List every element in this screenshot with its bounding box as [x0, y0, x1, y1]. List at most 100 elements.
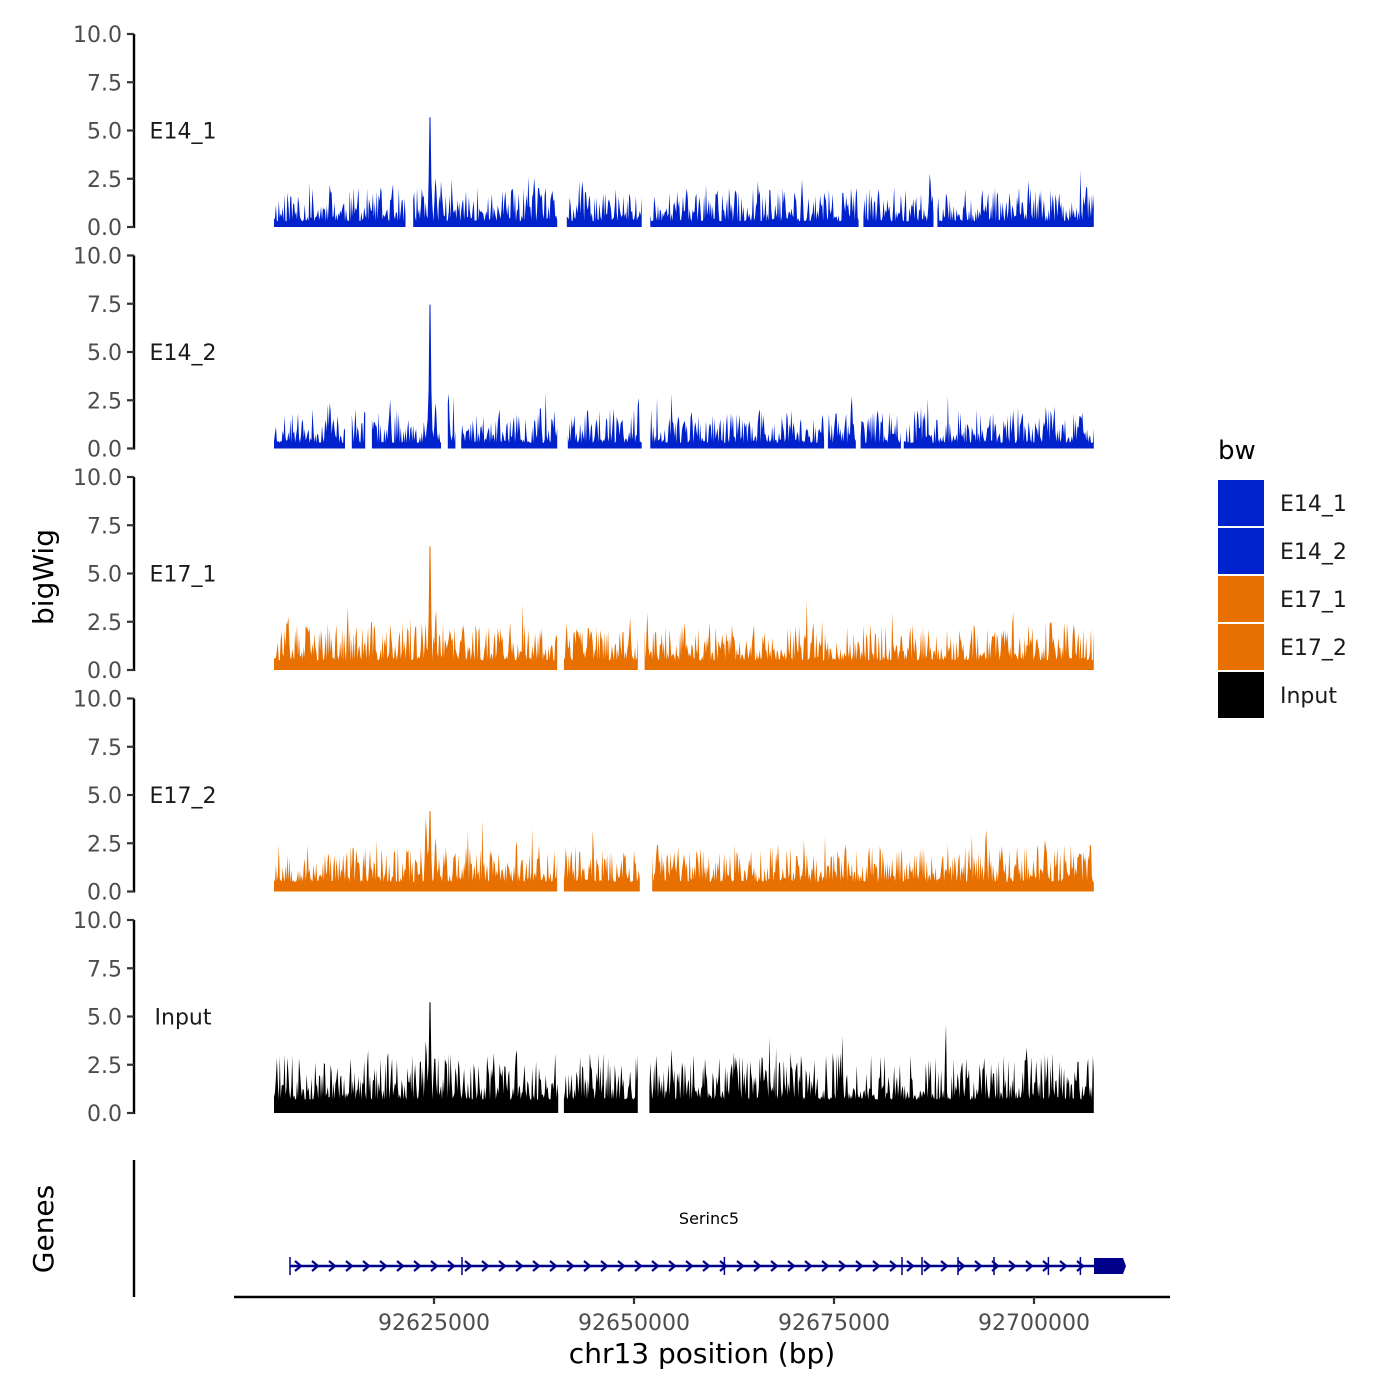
signal-area-E17_1	[274, 546, 1094, 670]
strand-arrow	[362, 1260, 371, 1272]
strand-arrow	[974, 1260, 983, 1272]
x-ticks: 92625000 92650000 92675000 92700000	[378, 1297, 1090, 1336]
y-tick-label: 0.0	[87, 438, 122, 463]
legend-label-E14_2: E14_2	[1280, 540, 1347, 565]
track-label-E14_2: E14_2	[150, 341, 217, 366]
y-tick-label: 5.0	[87, 1006, 122, 1031]
y-tick-label: 10.0	[73, 23, 122, 48]
y-tick-label: 10.0	[73, 466, 122, 491]
legend-swatch-E14_1	[1218, 480, 1264, 526]
x-axis-title: chr13 position (bp)	[569, 1337, 835, 1370]
y-tick-label: 7.5	[87, 736, 122, 761]
strand-arrow	[821, 1260, 830, 1272]
strand-arrow	[719, 1260, 728, 1272]
y-tick-label: 2.5	[87, 389, 122, 414]
signal-area-E14_2	[274, 304, 1094, 449]
legend-swatch-Input	[1218, 672, 1264, 718]
track-E14_1: 0.0 2.5 5.0 7.5 10.0 E14_1	[73, 23, 1094, 241]
x-tick-label: 92675000	[778, 1311, 890, 1336]
gene-track-title: Genes	[27, 1185, 60, 1273]
strand-arrow	[770, 1260, 779, 1272]
strand-arrow	[532, 1260, 541, 1272]
strand-arrow	[379, 1260, 388, 1272]
strand-arrow	[889, 1260, 898, 1272]
strand-arrow	[464, 1260, 473, 1272]
signal-area-E14_1	[274, 117, 1094, 227]
legend-label-E17_1: E17_1	[1280, 588, 1347, 613]
track-label-E17_2: E17_2	[150, 784, 217, 809]
strand-arrow	[447, 1260, 456, 1272]
y-tick-label: 10.0	[73, 245, 122, 270]
strand-arrow	[311, 1260, 320, 1272]
y-tick-label: 5.0	[87, 341, 122, 366]
strand-arrow	[651, 1260, 660, 1272]
legend-label-E17_2: E17_2	[1280, 636, 1347, 661]
strand-arrow	[702, 1260, 711, 1272]
strand-arrow	[634, 1260, 643, 1272]
strand-arrow	[1008, 1260, 1017, 1272]
strand-arrow	[345, 1260, 354, 1272]
legend-label-E14_1: E14_1	[1280, 492, 1347, 517]
legend-swatch-E17_1	[1218, 576, 1264, 622]
track-E17_2: 0.0 2.5 5.0 7.5 10.0 E17_2	[73, 688, 1094, 906]
track-Input: 0.0 2.5 5.0 7.5 10.0 Input	[73, 909, 1094, 1127]
track-E14_2: 0.0 2.5 5.0 7.5 10.0 E14_2	[73, 245, 1094, 463]
y-tick-label: 7.5	[87, 293, 122, 318]
legend-swatch-E14_2	[1218, 528, 1264, 574]
y-tick-label: 0.0	[87, 1102, 122, 1127]
y-tick-label: 7.5	[87, 514, 122, 539]
strand-arrow	[481, 1260, 490, 1272]
y-tick-label: 10.0	[73, 909, 122, 934]
strand-arrow	[498, 1260, 507, 1272]
track-label-E14_1: E14_1	[150, 120, 217, 145]
strand-arrow	[957, 1260, 966, 1272]
strand-arrow	[515, 1260, 524, 1272]
track-label-Input: Input	[155, 1006, 212, 1031]
strand-arrow	[923, 1260, 932, 1272]
strand-arrow	[804, 1260, 813, 1272]
y-tick-label: 0.0	[87, 216, 122, 241]
y-tick-label: 2.5	[87, 1054, 122, 1079]
legend: bw E14_1 E14_2 E17_1 E17_2 Input	[1218, 436, 1347, 718]
legend-title: bw	[1218, 436, 1256, 466]
y-tick-label: 5.0	[87, 784, 122, 809]
strand-arrow	[413, 1260, 422, 1272]
x-tick-label: 92650000	[578, 1311, 690, 1336]
strand-arrow	[600, 1260, 609, 1272]
signal-area-Input	[274, 1002, 1094, 1113]
strand-arrow	[855, 1260, 864, 1272]
y-tick-label: 2.5	[87, 832, 122, 857]
y-tick-label: 10.0	[73, 688, 122, 713]
strand-arrow	[583, 1260, 592, 1272]
strand-arrow	[940, 1260, 949, 1272]
x-tick-label: 92700000	[978, 1311, 1090, 1336]
strand-arrow	[1076, 1260, 1085, 1272]
legend-label-Input: Input	[1280, 684, 1337, 709]
x-axis: 92625000 92650000 92675000 92700000 chr13 p…	[234, 1295, 1170, 1370]
strand-arrow	[787, 1260, 796, 1272]
signal-tracks: 0.0 2.5 5.0 7.5 10.0 E14_1 0.0 2.5 5.0 7.5 10.0 E14…	[73, 23, 1094, 1127]
y-tick-label: 7.5	[87, 71, 122, 96]
strand-arrow	[430, 1260, 439, 1272]
strand-arrow	[1025, 1260, 1034, 1272]
strand-arrow	[328, 1260, 337, 1272]
strand-arrow	[872, 1260, 881, 1272]
strand-arrow	[685, 1260, 694, 1272]
strand-arrow	[736, 1260, 745, 1272]
strand-arrow	[294, 1260, 303, 1272]
y-tick-label: 7.5	[87, 957, 122, 982]
strand-arrow	[753, 1260, 762, 1272]
strand-arrow	[906, 1260, 915, 1272]
y-tick-label: 2.5	[87, 168, 122, 193]
strand-arrow	[1059, 1260, 1068, 1272]
signal-area-E17_2	[274, 811, 1094, 892]
y-tick-label: 0.0	[87, 659, 122, 684]
legend-swatch-E17_2	[1218, 624, 1264, 670]
track-E17_1: 0.0 2.5 5.0 7.5 10.0 E17_1	[73, 466, 1094, 684]
strand-arrow	[396, 1260, 405, 1272]
gene-track: Genes Serinc5	[27, 1160, 1126, 1297]
y-tick-label: 5.0	[87, 563, 122, 588]
strand-arrow	[668, 1260, 677, 1272]
strand-arrow	[549, 1260, 558, 1272]
